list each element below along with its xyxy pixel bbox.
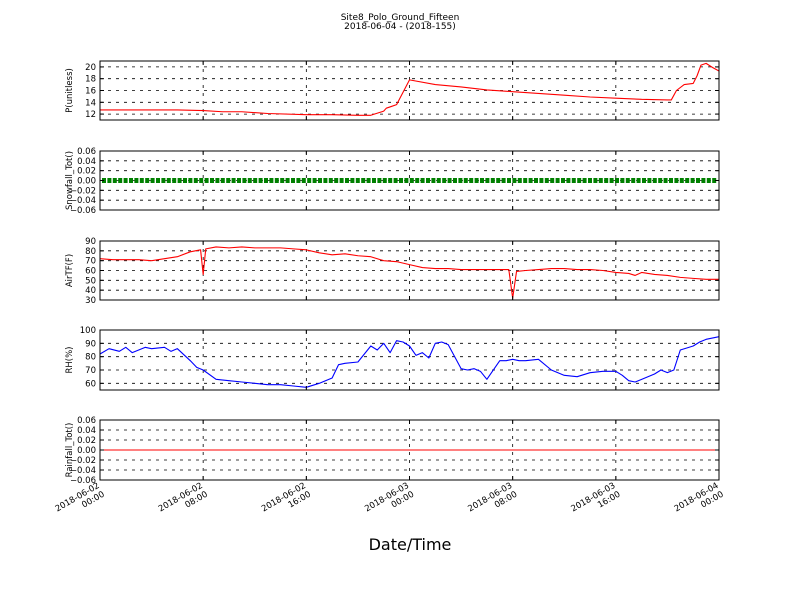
panel-rainfall: −0.06−0.04−0.020.000.020.040.06Rainfall_… bbox=[65, 416, 720, 486]
x-tick-label: 2018-06-0300:00 bbox=[363, 481, 416, 523]
y-tick-label: 0.06 bbox=[77, 147, 96, 157]
y-tick-label: 20 bbox=[85, 63, 96, 73]
y-tick-label: 90 bbox=[85, 339, 96, 349]
y-tick-label: 12 bbox=[85, 110, 96, 120]
y-tick-label: 14 bbox=[85, 98, 96, 108]
chart-subtitle: 2018-06-04 - (2018-155) bbox=[344, 22, 456, 32]
y-tick-label: 60 bbox=[85, 267, 96, 277]
panel-rh: 60 70 80 90 100 RH(%) bbox=[65, 326, 720, 391]
y-tick-label: 0.06 bbox=[77, 416, 96, 426]
y-tick-label: 80 bbox=[85, 353, 96, 363]
y-tick-label: 0.04 bbox=[77, 157, 96, 167]
y-tick-label: −0.02 bbox=[70, 186, 96, 196]
y-tick-label: −0.04 bbox=[70, 196, 96, 206]
y-tick-label: 50 bbox=[85, 276, 96, 286]
y-axis-label-airtf: AirTF(F) bbox=[65, 254, 75, 287]
x-tick-labels: 2018-06-0200:00 2018-06-0208:00 2018-06-02… bbox=[54, 481, 726, 523]
y-tick-label: 30 bbox=[85, 296, 96, 306]
y-tick-label: 70 bbox=[85, 366, 96, 376]
y-tick-label: 0.02 bbox=[77, 436, 96, 446]
y-tick-label: −0.02 bbox=[70, 456, 96, 466]
x-tick-label: 2018-06-0308:00 bbox=[466, 481, 519, 523]
series-rh bbox=[99, 336, 720, 388]
panel-snowfall: −0.06−0.04−0.020.000.020.040.06Snowfall_… bbox=[65, 147, 720, 216]
y-tick-label: 0.02 bbox=[77, 167, 96, 177]
series-airtf bbox=[99, 246, 719, 299]
y-axis-label-p: P(unitless) bbox=[65, 68, 75, 113]
y-tick-label: 90 bbox=[85, 237, 96, 247]
x-axis-label: Date/Time bbox=[369, 535, 452, 554]
x-tick-label: 2018-06-0208:00 bbox=[157, 481, 210, 523]
y-axis-label-rainfall: Rainfall_Tot() bbox=[65, 423, 75, 478]
x-tick-label: 2018-06-0216:00 bbox=[260, 481, 313, 523]
y-tick-label: 0.00 bbox=[77, 177, 96, 187]
y-tick-label: 18 bbox=[85, 75, 96, 85]
y-tick-label: 0.00 bbox=[77, 446, 96, 456]
y-tick-label: 100 bbox=[80, 326, 96, 336]
y-axis-label-rh: RH(%) bbox=[65, 346, 75, 373]
y-tick-label: 0.04 bbox=[77, 426, 96, 436]
x-tick-label: 2018-06-0200:00 bbox=[54, 481, 107, 523]
y-tick-label: 80 bbox=[85, 247, 96, 257]
x-tick-label: 2018-06-0316:00 bbox=[570, 481, 623, 523]
y-tick-label: −0.06 bbox=[70, 206, 96, 216]
chart-title: Site8_Polo_Ground_Fifteen bbox=[341, 13, 460, 23]
x-tick-label: 2018-06-0400:00 bbox=[673, 481, 726, 523]
y-tick-label: 70 bbox=[85, 257, 96, 267]
series-p bbox=[100, 62, 720, 116]
y-tick-label: 60 bbox=[85, 379, 96, 389]
panels: 1214161820P(unitless)−0.06−0.04−0.020.00… bbox=[65, 60, 720, 486]
y-axis-label-snowfall: Snowfall_Tot() bbox=[65, 151, 75, 210]
y-tick-label: 16 bbox=[85, 87, 96, 97]
y-tick-label: 40 bbox=[85, 286, 96, 296]
y-tick-label: −0.04 bbox=[70, 466, 96, 476]
y-tick-label: −0.06 bbox=[70, 476, 96, 486]
